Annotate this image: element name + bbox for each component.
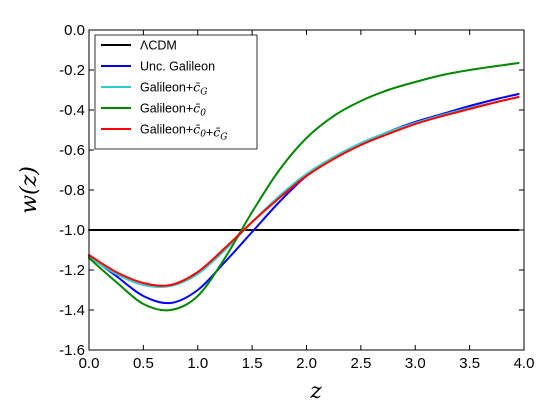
plot-lines	[88, 62, 520, 312]
y-tick-label: -1.4	[59, 302, 85, 319]
x-tick-label: 1.0	[187, 355, 208, 372]
x-tick-label: 3.5	[459, 355, 480, 372]
plot-frame	[88, 29, 525, 351]
y-tick-label: -1.2	[59, 262, 85, 279]
legend-label-unc-galileon: Unc. Galileon	[140, 60, 215, 74]
legend-label-galileon-c0: Galileon+c̄0	[140, 101, 206, 119]
x-tick-label: 3.0	[405, 355, 426, 372]
y-tick-label: -1.0	[59, 222, 85, 239]
legend: ΛCDM Unc. Galileon Galileon+c̄G Galileon+c̄…	[94, 34, 258, 150]
y-tick-label: -0.8	[59, 182, 85, 199]
x-tick-label: 0.0	[79, 355, 100, 372]
series-line-galileon-c0-cg	[88, 96, 520, 287]
legend-entries: ΛCDM Unc. Galileon Galileon+c̄G Galileon+c̄…	[101, 39, 227, 143]
y-tick-label: -0.6	[59, 142, 85, 159]
x-tick-label: 2.5	[350, 355, 371, 372]
legend-label-galileon-cg: Galileon+c̄G	[140, 80, 207, 98]
series-line-galileon-cg	[88, 96, 520, 289]
y-tick-label: -0.4	[59, 102, 85, 119]
x-tick-label: 2.0	[296, 355, 317, 372]
legend-label-lcdm: ΛCDM	[140, 39, 177, 53]
x-tick-label: 1.5	[242, 355, 263, 372]
y-tick-label: 0.0	[64, 22, 85, 39]
tick-labels: 0.0 0.5 1.0 1.5 2.0 2.5 3.0 3.5 4.0 0.0 -0.2 -0.4 -0…	[59, 22, 534, 372]
x-tick-label: 4.0	[514, 355, 535, 372]
x-tick-label: 0.5	[133, 355, 154, 372]
y-tick-label: -1.6	[59, 342, 85, 359]
series-line-galileon-c0	[88, 62, 520, 312]
x-axis-label: z	[309, 379, 322, 404]
y-tick-label: -0.2	[59, 62, 85, 79]
y-axis-label: w(z)	[17, 166, 42, 214]
legend-label-galileon-c0-cg: Galileon+c̄0+c̄G	[140, 122, 227, 143]
